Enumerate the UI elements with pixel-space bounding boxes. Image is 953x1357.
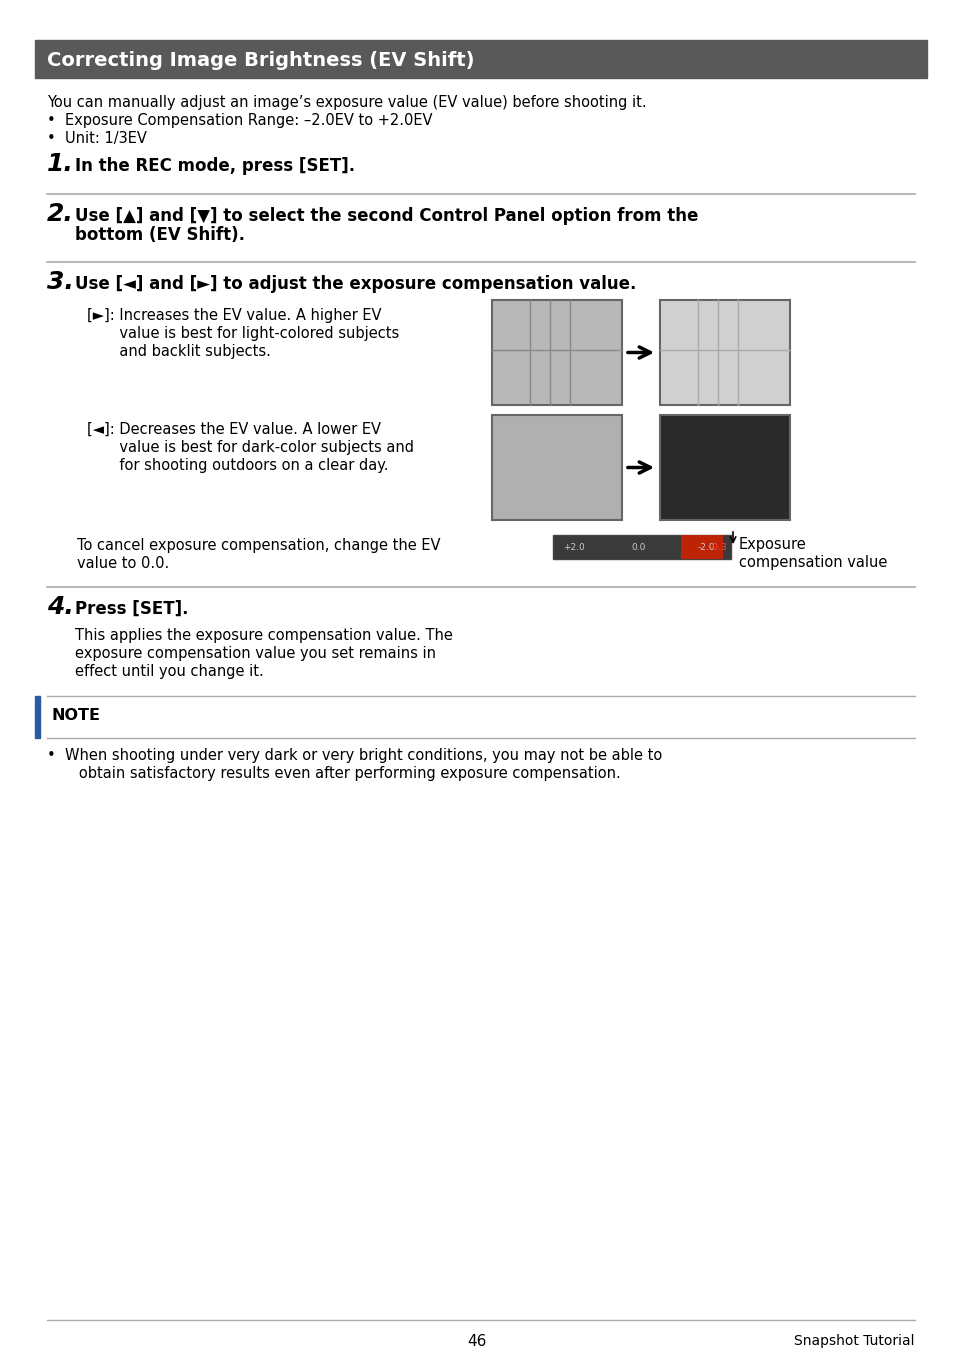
Text: Correcting Image Brightness (EV Shift): Correcting Image Brightness (EV Shift) — [47, 50, 474, 69]
Text: •  Unit: 1/3EV: • Unit: 1/3EV — [47, 132, 147, 147]
Text: •  When shooting under very dark or very bright conditions, you may not be able : • When shooting under very dark or very … — [47, 748, 661, 763]
Text: To cancel exposure compensation, change the EV: To cancel exposure compensation, change … — [77, 537, 440, 554]
Bar — [492, 300, 621, 404]
Text: obtain satisfactory results even after performing exposure compensation.: obtain satisfactory results even after p… — [65, 765, 620, 782]
Text: for shooting outdoors on a clear day.: for shooting outdoors on a clear day. — [87, 459, 388, 474]
Text: 4.: 4. — [47, 594, 73, 619]
Bar — [492, 415, 621, 520]
Text: [◄]: Decreases the EV value. A lower EV: [◄]: Decreases the EV value. A lower EV — [87, 422, 380, 437]
Text: value is best for light-colored subjects: value is best for light-colored subjects — [87, 326, 399, 341]
Text: •  Exposure Compensation Range: –2.0EV to +2.0EV: • Exposure Compensation Range: –2.0EV to… — [47, 113, 432, 128]
Text: In the REC mode, press [SET].: In the REC mode, press [SET]. — [75, 157, 355, 175]
Text: value is best for dark-color subjects and: value is best for dark-color subjects an… — [87, 440, 414, 455]
Text: 0.0: 0.0 — [630, 544, 644, 552]
Text: +2.0: +2.0 — [562, 544, 584, 552]
Text: effect until you change it.: effect until you change it. — [75, 664, 263, 678]
Text: -2.0: -2.0 — [698, 544, 715, 552]
Bar — [659, 300, 789, 404]
Text: NOTE: NOTE — [52, 708, 101, 723]
Bar — [680, 535, 722, 559]
Bar — [553, 535, 730, 559]
Text: Exposure: Exposure — [739, 537, 806, 552]
Text: You can manually adjust an image’s exposure value (EV value) before shooting it.: You can manually adjust an image’s expos… — [47, 95, 646, 110]
Text: Use [▲] and [▼] to select the second Control Panel option from the: Use [▲] and [▼] to select the second Con… — [75, 208, 698, 225]
Bar — [659, 415, 789, 520]
Text: 3.: 3. — [47, 270, 73, 294]
Bar — [35, 39, 926, 77]
Text: bottom (EV Shift).: bottom (EV Shift). — [75, 227, 245, 244]
Text: 1.: 1. — [47, 152, 73, 176]
Text: [►]: Increases the EV value. A higher EV: [►]: Increases the EV value. A higher EV — [87, 308, 381, 323]
Text: Use [◄] and [►] to adjust the exposure compensation value.: Use [◄] and [►] to adjust the exposure c… — [75, 275, 636, 293]
Text: exposure compensation value you set remains in: exposure compensation value you set rema… — [75, 646, 436, 661]
Text: Snapshot Tutorial: Snapshot Tutorial — [794, 1334, 914, 1348]
Text: -0.3: -0.3 — [709, 544, 726, 552]
Text: compensation value: compensation value — [739, 555, 886, 570]
Text: 2.: 2. — [47, 202, 73, 227]
Text: and backlit subjects.: and backlit subjects. — [87, 345, 271, 360]
Text: 46: 46 — [467, 1334, 486, 1349]
Text: Press [SET].: Press [SET]. — [75, 600, 189, 617]
Text: value to 0.0.: value to 0.0. — [77, 556, 169, 571]
Text: This applies the exposure compensation value. The: This applies the exposure compensation v… — [75, 628, 453, 643]
Bar — [35, 696, 40, 738]
